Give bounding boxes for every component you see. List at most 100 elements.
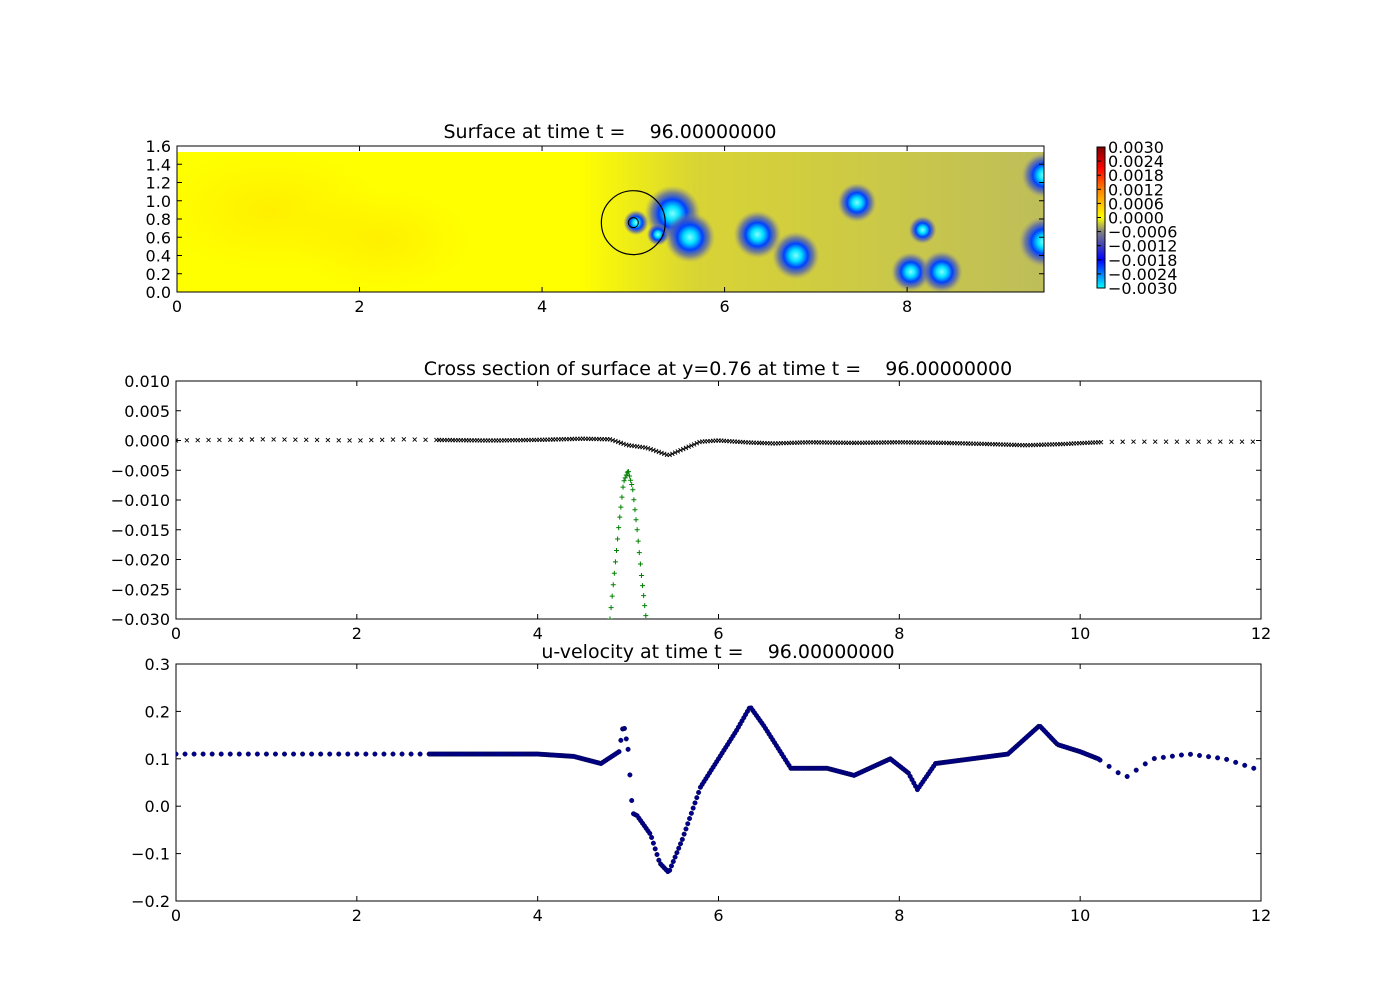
cross-section-marker (1174, 439, 1180, 445)
cross-section-marker (325, 437, 331, 443)
cross-section-marker (651, 447, 656, 453)
cross-section-marker (689, 443, 694, 448)
gaussian-marker (630, 487, 636, 493)
gaussian-marker (617, 514, 623, 520)
colorbar-tick-label: −0.0018 (1108, 251, 1177, 270)
u-velocity-point (363, 751, 369, 757)
u-velocity-point (685, 821, 691, 827)
heatmap-y-tick-label: 1.2 (146, 174, 171, 193)
u-velocity-point (654, 852, 660, 858)
u-velocity-point (408, 751, 414, 757)
heatmap-y-tick-label: 0.2 (146, 265, 171, 284)
u-velocity-point (678, 841, 684, 847)
heatmap-spot (1018, 216, 1044, 268)
cross-section-marker (691, 442, 697, 447)
cross-section-marker (336, 437, 342, 443)
heatmap-y-tick-label: 1.0 (146, 192, 171, 211)
cross-section-marker (1131, 439, 1136, 445)
gaussian-marker (625, 469, 631, 475)
cross-section-marker (683, 445, 689, 451)
cross-section-y-tick-label: −0.030 (111, 610, 170, 629)
cross-section-marker (672, 450, 678, 455)
u-velocity-point (390, 751, 396, 757)
gaussian-marker (627, 473, 633, 479)
cross-section-x-ticks: 0 2 4 6 8 10 12 (171, 381, 1271, 643)
u-velocity-point (652, 846, 658, 852)
gaussian-marker (616, 525, 622, 531)
u-velocity-y-tick-label: −0.2 (131, 892, 170, 911)
cross-section-marker (1163, 439, 1169, 445)
u-velocity-y-tick-label: −0.1 (131, 845, 170, 864)
cross-section-marker (401, 437, 407, 442)
u-velocity-x-tick-label: 12 (1251, 906, 1271, 925)
u-velocity-y-tick-label: 0.2 (145, 702, 170, 721)
cross-section-marker (670, 451, 675, 457)
u-velocity-point (1187, 751, 1193, 757)
heatmap-y-tick-label: 0.4 (146, 247, 171, 266)
gaussian-marker (640, 583, 646, 589)
colorbar-tick-label: 0.0012 (1108, 180, 1164, 199)
heatmap-y-tick-label: 1.4 (146, 155, 171, 174)
cross-section-frame (175, 380, 1262, 620)
heatmap-spot (908, 215, 937, 244)
u-velocity-point (336, 751, 342, 757)
heatmap-x-ticks: 0 2 4 6 8 (172, 146, 912, 316)
cross-section-marker (271, 437, 276, 442)
u-velocity-x-tick-label: 6 (713, 906, 723, 925)
gaussian-marker (638, 572, 644, 578)
u-velocity-data (176, 705, 1257, 875)
cross-section-marker (680, 446, 686, 452)
cross-section-marker (607, 436, 613, 442)
u-velocity-point (417, 751, 423, 757)
colorbar-tick-label: 0.0000 (1108, 209, 1164, 228)
gaussian-marker (622, 475, 628, 481)
cross-section-x-tick-label: 0 (171, 624, 181, 643)
gaussian-marker (637, 561, 643, 567)
colorbar-tick-label: −0.0030 (1108, 279, 1177, 298)
u-velocity-point (1178, 752, 1184, 758)
gaussian-marker (621, 478, 627, 484)
gaussian-marker (641, 593, 647, 599)
cross-section-marker (1207, 439, 1212, 445)
u-velocity-point (236, 751, 242, 757)
cross-section-marker (678, 447, 683, 453)
cross-section-y-tick-label: −0.025 (111, 580, 170, 599)
u-velocity-point (650, 840, 656, 846)
cross-section-marker (1250, 439, 1256, 445)
cross-section-title: Cross section of surface at y=0.76 at ti… (424, 358, 1012, 380)
u-velocity-point (679, 836, 685, 842)
heatmap-spot (623, 210, 649, 236)
cross-section-x-tick-label: 2 (352, 624, 362, 643)
u-velocity-point (1124, 773, 1130, 779)
u-velocity-point (627, 772, 633, 778)
heatmap-x-tick-label: 6 (719, 297, 729, 316)
u-velocity-point (616, 749, 622, 755)
heatmap-field (177, 150, 1044, 292)
gaussian-marker (618, 504, 624, 510)
heatmap-y-ticks: 0.00.20.40.60.81.01.21.41.6 (146, 137, 1044, 302)
u-velocity-y-tick-label: 0.1 (145, 750, 170, 769)
gaussian-marker (632, 507, 638, 513)
u-velocity-point (327, 751, 333, 757)
cross-section-marker (1217, 439, 1223, 445)
cross-section-marker (347, 438, 352, 443)
cross-section-marker (390, 437, 396, 442)
u-velocity-point (1233, 759, 1239, 765)
u-velocity-x-tick-label: 4 (533, 906, 543, 925)
cross-section-marker (1152, 439, 1158, 445)
obstacle-circle-layer (600, 190, 666, 256)
heatmap-x-tick-label: 8 (902, 297, 912, 316)
u-velocity-point (625, 746, 631, 752)
cross-section-marker (412, 437, 418, 442)
heatmap-x-tick-label: 2 (354, 297, 364, 316)
gaussian-marker (612, 559, 618, 565)
obstacle-circle (600, 190, 666, 256)
u-velocity-point (676, 845, 682, 851)
gaussian-marker (615, 536, 621, 542)
u-velocity-frame (175, 663, 1262, 902)
u-velocity-point (300, 751, 306, 757)
gaussian-marker (628, 477, 634, 483)
gaussian-marker (620, 484, 626, 490)
u-velocity-point (218, 751, 224, 757)
gaussian-marker (609, 593, 615, 599)
